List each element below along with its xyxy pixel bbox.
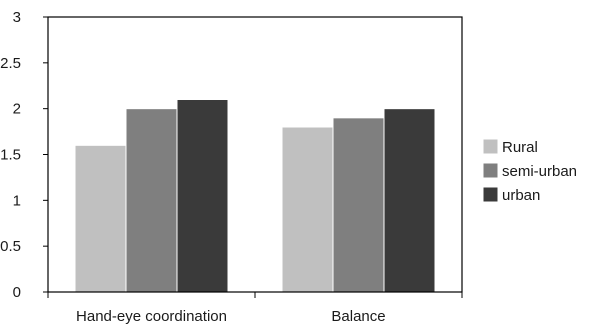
- y-tick-label: 2.5: [0, 55, 21, 72]
- y-axis-tick-labels: 0 0.5 1 1.5 2 2.5 3: [0, 9, 21, 301]
- x-category-label: Balance: [331, 308, 385, 325]
- bar-rural-0: [74, 144, 127, 293]
- bar-urban-0: [176, 99, 229, 293]
- y-tick-label: 0.5: [0, 238, 21, 255]
- y-tick-label: 1: [13, 192, 21, 209]
- bar-semi-urban-0: [125, 108, 178, 293]
- bar-urban-1: [383, 108, 436, 293]
- legend-swatch: [482, 162, 499, 179]
- x-category-label: Hand-eye coordination: [76, 308, 227, 325]
- legend-label: Rural: [502, 139, 538, 156]
- y-tick-label: 2: [13, 101, 21, 118]
- legend-swatch: [482, 138, 499, 155]
- legend: Rural semi-urban urban: [482, 138, 577, 204]
- bar-semi-urban-1: [332, 117, 385, 293]
- y-tick-label: 3: [13, 9, 21, 26]
- legend-label: urban: [502, 187, 540, 204]
- bar-rural-1: [281, 126, 334, 293]
- legend-label: semi-urban: [502, 163, 577, 180]
- x-axis-tick-labels: Hand-eye coordination Balance: [76, 308, 386, 325]
- y-tick-label: 1.5: [0, 147, 21, 164]
- bar-series-group: [74, 99, 436, 293]
- y-tick-label: 0: [13, 284, 21, 301]
- legend-swatch: [482, 186, 499, 203]
- axis-ticks: [43, 16, 463, 298]
